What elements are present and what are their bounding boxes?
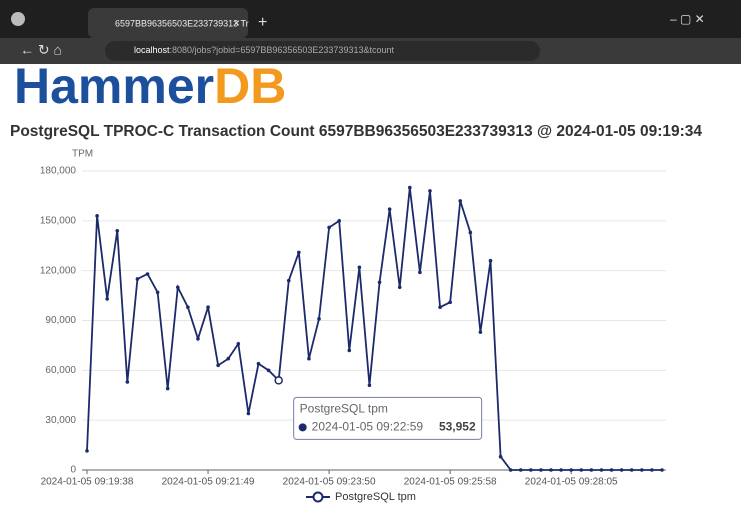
- data-point: [196, 336, 200, 341]
- data-point: [105, 297, 109, 301]
- data-point: [599, 468, 604, 472]
- tooltip: [293, 396, 483, 440]
- data-point: [529, 468, 533, 472]
- data-point: [549, 468, 553, 472]
- tooltip-value: 53,952: [439, 420, 476, 434]
- new-tab[interactable]: +: [258, 14, 267, 31]
- tooltip-series: PostgreSQL tpm: [300, 402, 388, 416]
- data-point: [660, 468, 664, 472]
- x-tick-label: 2024-01-05 09:21:49: [162, 477, 255, 488]
- logo: HammerDB: [14, 58, 286, 114]
- data-point: [629, 468, 634, 472]
- y-tick-label: 0: [70, 465, 76, 476]
- legend-label: PostgreSQL tpm: [335, 491, 416, 503]
- data-point: [478, 330, 483, 334]
- data-point: [327, 225, 331, 230]
- data-point: [266, 368, 271, 373]
- data-point: [115, 229, 120, 233]
- data-point: [317, 317, 321, 321]
- data-point: [408, 185, 412, 190]
- x-tick-label: 2024-01-05 09:23:50: [283, 477, 376, 488]
- tab-close[interactable]: ×: [233, 16, 240, 30]
- y-tick-label: 60,000: [45, 365, 76, 376]
- data-point: [95, 214, 99, 218]
- data-point: [539, 468, 543, 472]
- url-rest: :8080/jobs?jobid=6597BB96356503E23373931…: [170, 45, 395, 55]
- data-point: [256, 361, 261, 366]
- data-point: [135, 277, 140, 281]
- url-host: localhost: [134, 45, 170, 55]
- window-controls[interactable]: – ▢ ✕: [670, 12, 705, 26]
- data-point: [175, 285, 180, 290]
- data-point: [155, 290, 160, 295]
- data-point: [347, 348, 352, 353]
- data-point: [448, 300, 452, 305]
- chart-title: PostgreSQL TPROC-C Transaction Count 659…: [10, 123, 702, 140]
- data-point: [498, 454, 503, 459]
- data-point: [640, 468, 644, 472]
- data-point: [145, 272, 150, 276]
- logo-right: DB: [214, 58, 286, 114]
- data-point: [297, 250, 301, 255]
- data-point: [397, 285, 402, 290]
- y-tick-label: 150,000: [40, 215, 77, 226]
- data-point: [609, 468, 614, 472]
- data-point: [125, 380, 130, 384]
- data-point: [518, 468, 523, 472]
- x-tick-label: 2024-01-05 09:25:58: [404, 477, 497, 488]
- highlight-point: [274, 376, 283, 385]
- data-point: [165, 386, 170, 391]
- data-point: [559, 468, 563, 472]
- data-point: [589, 468, 594, 472]
- data-point: [286, 278, 291, 283]
- data-point: [569, 468, 574, 472]
- x-tick-label: 2024-01-05 09:28:05: [525, 477, 618, 488]
- y-axis-label: TPM: [72, 149, 93, 160]
- data-point: [458, 199, 463, 203]
- tooltip-category: 2024-01-05 09:22:59: [312, 420, 424, 434]
- url[interactable]: localhost:8080/jobs?jobid=6597BB96356503…: [134, 45, 394, 55]
- profile-icon[interactable]: [11, 12, 25, 26]
- tab[interactable]: [88, 8, 248, 38]
- data-point: [418, 270, 422, 275]
- data-point: [377, 280, 382, 285]
- data-point: [236, 341, 241, 346]
- logo-left: Hammer: [14, 58, 214, 114]
- data-point: [357, 265, 362, 270]
- data-point: [246, 411, 251, 416]
- data-point: [337, 219, 341, 223]
- tooltip-dot: [298, 423, 307, 432]
- data-point: [650, 468, 654, 472]
- data-point: [438, 305, 442, 310]
- x-tick-label: 2024-01-05 09:19:38: [41, 477, 134, 488]
- data-point: [428, 189, 432, 193]
- data-point: [508, 468, 513, 472]
- url-field[interactable]: [105, 41, 540, 61]
- series-line: [86, 187, 662, 471]
- tab-title[interactable]: 6597BB96356503E233739313 Tr: [115, 18, 249, 28]
- data-point: [468, 230, 473, 235]
- y-tick-label: 180,000: [40, 166, 77, 177]
- data-point: [367, 383, 372, 388]
- data-point: [206, 305, 210, 310]
- data-point: [307, 356, 311, 361]
- data-point: [579, 468, 584, 472]
- data-point: [85, 449, 89, 453]
- y-tick-label: 120,000: [40, 265, 77, 276]
- nav-buttons[interactable]: ← ↻ ⌂: [20, 42, 62, 58]
- data-point: [216, 363, 220, 368]
- y-tick-label: 90,000: [45, 315, 76, 326]
- data-point: [186, 305, 190, 310]
- data-point: [226, 356, 231, 361]
- y-tick-label: 30,000: [45, 415, 76, 426]
- data-point: [387, 207, 392, 212]
- legend-marker: [312, 491, 324, 503]
- data-point: [488, 258, 493, 263]
- data-point: [619, 468, 624, 472]
